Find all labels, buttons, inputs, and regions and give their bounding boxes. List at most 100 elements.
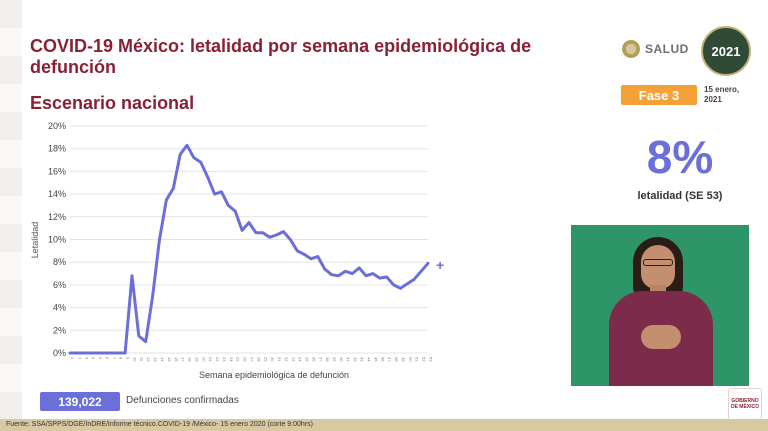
x-tick-label: 1 <box>71 357 76 360</box>
x-tick-label: 29 <box>263 357 268 362</box>
x-tick-label: 2 <box>77 357 82 360</box>
x-tick-label: 4 <box>91 357 96 360</box>
chart-annotation: + 2pp <box>436 257 448 273</box>
data-point <box>302 253 306 256</box>
interpreter-face <box>641 245 675 289</box>
data-point <box>282 230 285 233</box>
x-tick-label: 44 <box>367 357 372 362</box>
x-tick-label: 52 <box>422 357 427 362</box>
data-point <box>413 278 416 281</box>
x-tick-label: 17 <box>181 357 186 362</box>
x-tick-label: 43 <box>360 357 365 362</box>
x-tick-label: 7 <box>112 357 117 360</box>
data-point <box>234 209 237 213</box>
x-tick-label: 10 <box>132 357 137 362</box>
data-point <box>378 276 381 280</box>
salud-logo-text: SALUD <box>645 42 689 56</box>
data-point <box>89 351 92 355</box>
gobierno-mexico-logo: GOBIERNO DE MÉXICO <box>728 388 762 420</box>
decorative-side-border <box>0 0 22 431</box>
x-tick-label: 3 <box>84 357 89 360</box>
lethality-line-chart: 0%2%4%6%8%10%12%14%16%18%20% 1 2 3 4 5 6 7 8 9 10… <box>30 121 448 380</box>
year-seal-text: 2021 <box>711 43 741 59</box>
data-point <box>151 295 154 298</box>
data-point <box>213 192 216 196</box>
x-tick-label: 39 <box>332 357 337 362</box>
x-tick-label: 6 <box>105 357 110 360</box>
data-point <box>179 153 182 156</box>
data-point <box>364 274 368 277</box>
data-point <box>158 238 161 241</box>
data-point <box>289 238 292 241</box>
data-point <box>344 270 347 273</box>
x-tick-label: 13 <box>153 357 158 362</box>
x-tick-label: 21 <box>208 357 213 362</box>
data-point <box>130 274 134 277</box>
x-tick-label: 40 <box>339 357 344 362</box>
data-point <box>123 351 127 355</box>
x-tick-label: 38 <box>325 357 330 362</box>
y-tick-label: 6% <box>53 280 66 290</box>
interpreter-glasses <box>643 259 673 266</box>
data-point <box>385 275 388 279</box>
x-tick-label: 18 <box>188 357 193 362</box>
x-tick-label: 51 <box>415 357 420 362</box>
x-tick-label: 9 <box>126 357 131 360</box>
data-point <box>192 156 196 159</box>
x-axis-label: Semana epidemiológica de defunción <box>199 370 349 380</box>
x-tick-label: 20 <box>201 357 206 362</box>
x-tick-label: 31 <box>277 357 282 362</box>
page-title: COVID-19 México: letalidad por semana ep… <box>30 36 532 77</box>
data-point <box>185 144 189 147</box>
data-point <box>351 272 354 275</box>
x-tick-label: 47 <box>387 357 392 362</box>
data-point <box>419 270 423 273</box>
data-point <box>172 187 175 190</box>
data-point <box>220 190 223 193</box>
x-tick-label: 12 <box>146 357 151 362</box>
data-point <box>337 274 340 277</box>
data-point <box>240 229 244 232</box>
data-point <box>137 334 140 338</box>
data-point <box>330 273 333 276</box>
x-tick-label: 48 <box>394 357 399 362</box>
x-tick-label: 37 <box>318 357 323 362</box>
y-tick-label: 4% <box>53 303 66 313</box>
x-tick-label: 36 <box>311 357 316 362</box>
source-footer: Fuente: SSA/SPPS/DGE/InDRE/Informe técni… <box>0 419 768 431</box>
data-point <box>75 351 79 355</box>
data-point <box>392 283 395 287</box>
x-tick-label: 22 <box>215 357 220 362</box>
x-tick-label: 14 <box>160 357 165 362</box>
x-tick-label: 35 <box>305 357 310 362</box>
x-tick-label: 5 <box>98 357 103 360</box>
y-tick-label: 18% <box>48 144 66 154</box>
x-tick-label: 42 <box>353 357 358 362</box>
report-date: 15 enero, 2021 <box>704 85 740 104</box>
national-emblem-icon <box>622 40 640 58</box>
year-seal-logo: 2021 <box>701 26 751 76</box>
phase-badge: Fase 3 <box>621 85 697 105</box>
deaths-count-badge: 139,022 <box>40 392 120 411</box>
lethality-label: letalidad (SE 53) <box>637 190 723 202</box>
y-tick-label: 20% <box>48 121 66 131</box>
data-point <box>110 351 113 355</box>
x-tick-label: 50 <box>408 357 413 362</box>
data-point <box>206 175 209 179</box>
data-point <box>406 282 409 285</box>
sign-language-interpreter-video <box>571 225 749 386</box>
data-point <box>247 221 251 224</box>
x-tick-label: 24 <box>229 357 234 362</box>
data-point <box>144 340 147 343</box>
y-axis-label: Letalidad <box>30 222 40 259</box>
data-point <box>103 351 106 355</box>
data-point <box>227 204 230 207</box>
data-point <box>275 233 278 237</box>
series-line <box>68 143 430 355</box>
salud-logo: SALUD <box>622 40 689 58</box>
x-tick-label: 33 <box>291 357 296 362</box>
data-point <box>426 262 430 265</box>
data-point <box>96 351 99 355</box>
y-axis-ticks: 0% 2% 4% 6% 8% 10% 12% 14% 16% 18% 20% <box>48 121 66 358</box>
data-point <box>82 351 85 355</box>
